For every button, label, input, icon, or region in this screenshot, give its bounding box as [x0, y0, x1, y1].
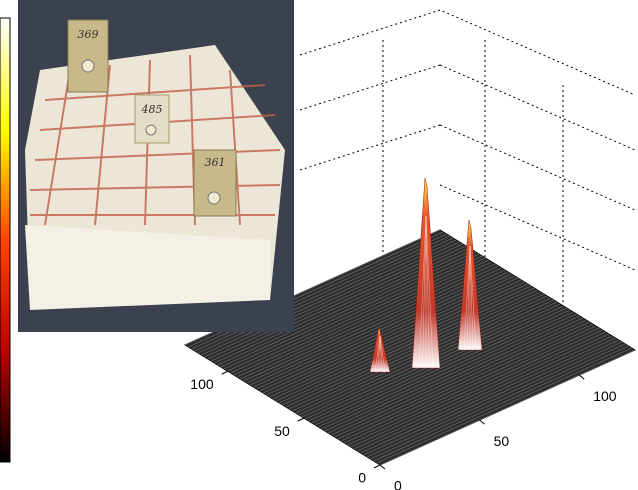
foam-side [25, 225, 270, 310]
y-tick-label: 50 [494, 433, 510, 449]
box-edge [300, 10, 635, 95]
x-tick-label: 50 [274, 423, 290, 439]
sensor-label: 361 [205, 156, 226, 169]
x-tick-label: 100 [190, 376, 214, 392]
box-edge [300, 125, 440, 170]
x-tick [374, 465, 380, 468]
figure: 0 50 100 0 50 100 369 485 361 [0, 0, 638, 490]
sensor-label: 485 [141, 103, 163, 116]
sensor-label: 369 [78, 28, 99, 41]
y-tick [480, 420, 485, 424]
y-tick [380, 465, 385, 469]
y-tick-label: 0 [394, 478, 402, 490]
x-tick [222, 371, 228, 374]
sensor [82, 60, 94, 72]
x-tick [298, 418, 304, 421]
x-tick-label: 0 [358, 470, 366, 486]
colorbar [0, 18, 10, 462]
photo-inset: 369 485 361 [18, 0, 294, 332]
sensor [208, 192, 220, 204]
box-edge [300, 65, 440, 110]
sensor [146, 125, 156, 135]
y-tick-label: 100 [593, 388, 617, 404]
y-tick [579, 375, 584, 379]
